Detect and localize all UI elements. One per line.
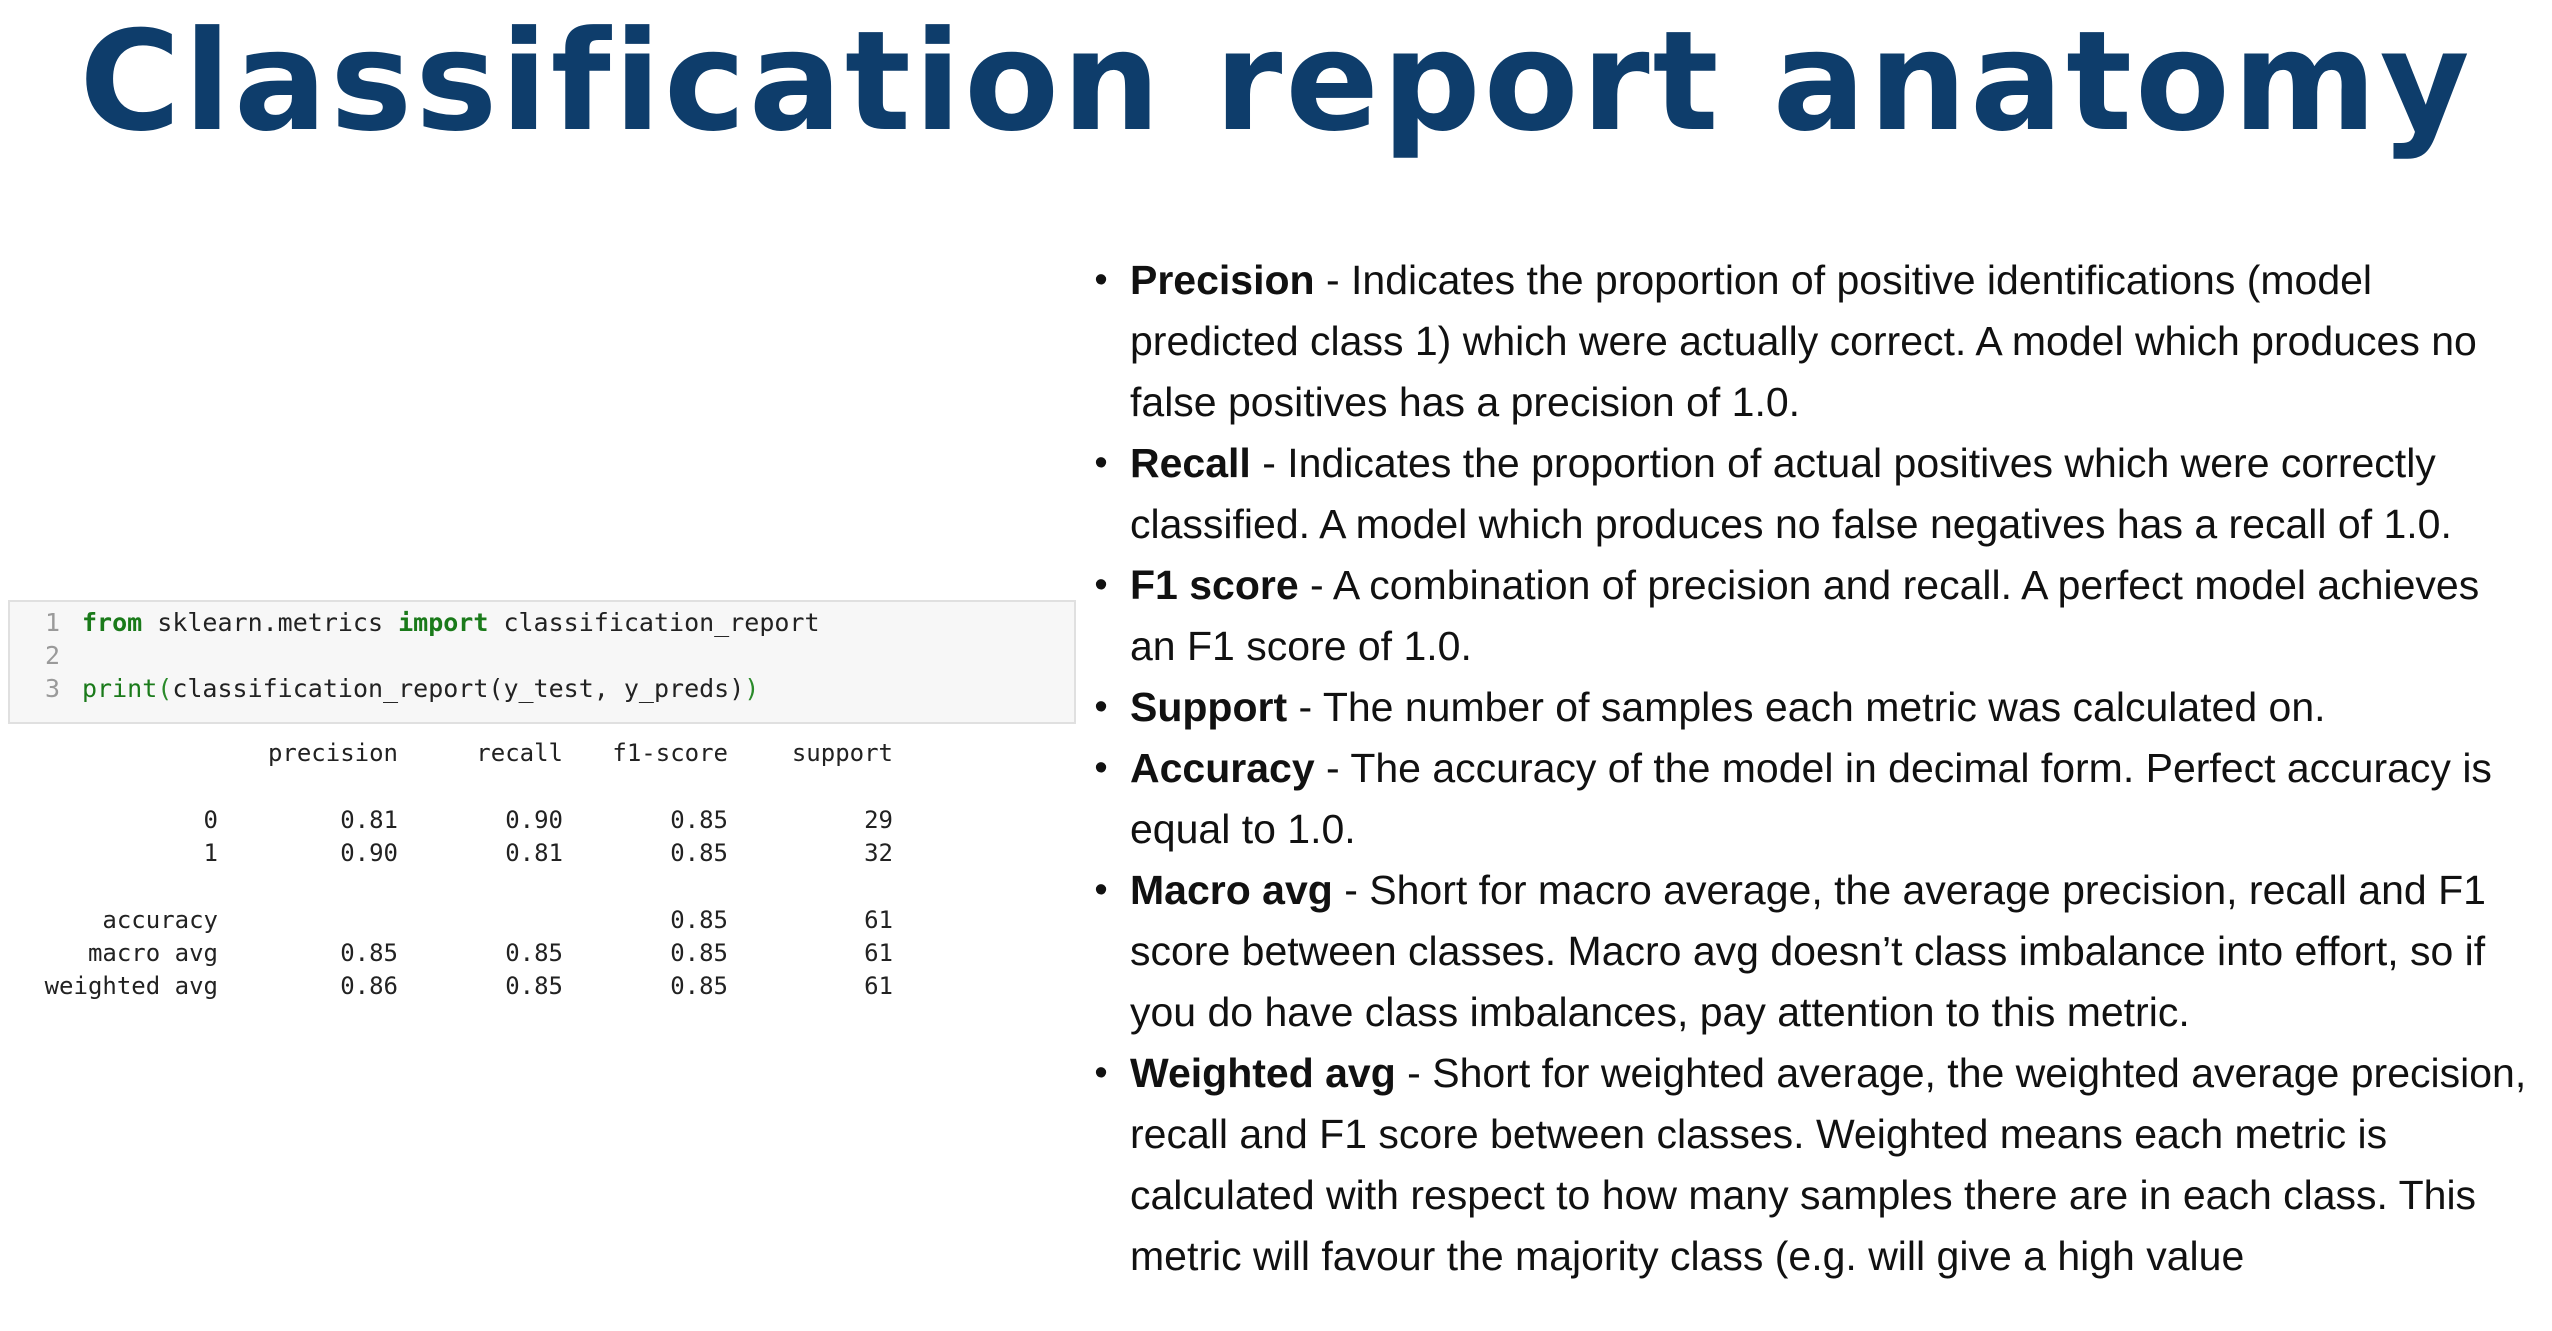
bullet-support: • Support - The number of samples each me… bbox=[1086, 677, 2536, 738]
bullet-dot-icon: • bbox=[1094, 747, 1108, 789]
bullet-precision: • Precision - Indicates the proportion of… bbox=[1086, 250, 2536, 433]
report-cell: support bbox=[791, 739, 893, 767]
report-row-label: 1 bbox=[203, 839, 218, 867]
report-cell: 0.90 bbox=[505, 806, 563, 834]
code-token: ( bbox=[157, 674, 173, 703]
code-token: sklearn.metrics bbox=[142, 608, 399, 637]
code-line: 2 bbox=[10, 639, 82, 673]
code-token: ) bbox=[744, 674, 760, 703]
code-line: 1 from sklearn.metrics import classificat… bbox=[10, 606, 820, 640]
report-row-label: accuracy bbox=[102, 906, 218, 934]
slide-title: Classification report anatomy bbox=[79, 1, 2473, 162]
bullet-dot-icon: • bbox=[1094, 869, 1108, 911]
report-row-label: macro avg bbox=[87, 939, 218, 967]
bullet-term: Recall bbox=[1130, 440, 1251, 486]
report-cell: 0.85 bbox=[670, 972, 728, 1000]
report-cell: 61 bbox=[864, 972, 893, 1000]
report-cell: 0.85 bbox=[670, 906, 728, 934]
bullet-term: F1 score bbox=[1130, 562, 1299, 608]
bullet-dot-icon: • bbox=[1094, 259, 1108, 301]
bullet-recall: • Recall - Indicates the proportion of ac… bbox=[1086, 433, 2536, 555]
line-number: 2 bbox=[44, 641, 60, 670]
bullet-dot-icon: • bbox=[1094, 1052, 1108, 1094]
bullet-description: - A combination of precision and recall.… bbox=[1130, 562, 2480, 669]
report-cell: 0.86 bbox=[340, 972, 398, 1000]
report-cell: f1-score bbox=[612, 739, 728, 767]
report-row: 1 0.90 0.81 0.85 32 bbox=[0, 837, 1070, 870]
report-cell: 0.81 bbox=[505, 839, 563, 867]
report-row: macro avg 0.85 0.85 0.85 61 bbox=[0, 937, 1070, 970]
report-cell: 0.90 bbox=[340, 839, 398, 867]
code-token: classification_report(y_test, y_preds) bbox=[172, 674, 745, 703]
bullet-term: Support bbox=[1130, 684, 1288, 730]
metric-definitions-list: • Precision - Indicates the proportion of… bbox=[1086, 250, 2536, 1287]
code-token: classification_report bbox=[488, 608, 820, 637]
bullet-term: Macro avg bbox=[1130, 867, 1333, 913]
bullet-f1-score: • F1 score - A combination of precision a… bbox=[1086, 555, 2536, 677]
bullet-accuracy: • Accuracy - The accuracy of the model in… bbox=[1086, 738, 2536, 860]
bullet-description: - The number of samples each metric was … bbox=[1287, 684, 2326, 730]
report-cell: 0.85 bbox=[340, 939, 398, 967]
report-row: weighted avg 0.86 0.85 0.85 61 bbox=[0, 970, 1070, 1003]
bullet-description: - Short for macro average, the average p… bbox=[1130, 867, 2486, 1035]
bullet-description: - The accuracy of the model in decimal f… bbox=[1130, 745, 2492, 852]
code-token: from bbox=[82, 608, 143, 637]
report-cell: 0.85 bbox=[670, 839, 728, 867]
report-row-label: 0 bbox=[203, 806, 218, 834]
code-line: 3 print(classification_report(y_test, y_p… bbox=[10, 672, 759, 706]
bullet-description: - Short for weighted average, the weight… bbox=[1130, 1050, 2527, 1279]
report-cell: 0.81 bbox=[340, 806, 398, 834]
bullet-dot-icon: • bbox=[1094, 686, 1108, 728]
bullet-dot-icon: • bbox=[1094, 442, 1108, 484]
line-number: 1 bbox=[44, 608, 60, 637]
report-cell: 0.85 bbox=[505, 939, 563, 967]
bullet-term: Weighted avg bbox=[1130, 1050, 1396, 1096]
report-cell: 32 bbox=[864, 839, 893, 867]
line-number: 3 bbox=[44, 674, 60, 703]
bullet-weighted-avg: • Weighted avg - Short for weighted avera… bbox=[1086, 1043, 2536, 1287]
report-cell: 0.85 bbox=[505, 972, 563, 1000]
bullet-description: - Indicates the proportion of positive i… bbox=[1130, 257, 2477, 425]
bullet-macro-avg: • Macro avg - Short for macro average, th… bbox=[1086, 860, 2536, 1043]
bullet-dot-icon: • bbox=[1094, 564, 1108, 606]
report-cell: 29 bbox=[864, 806, 893, 834]
code-token: import bbox=[398, 608, 489, 637]
report-cell: 0.85 bbox=[670, 939, 728, 967]
report-cell: 0.85 bbox=[670, 806, 728, 834]
code-cell[interactable]: 1 from sklearn.metrics import classificat… bbox=[8, 600, 1076, 724]
report-cell: 61 bbox=[864, 906, 893, 934]
bullet-term: Accuracy bbox=[1130, 745, 1315, 791]
code-token: print bbox=[82, 674, 158, 703]
report-row: 0 0.81 0.90 0.85 29 bbox=[0, 804, 1070, 837]
report-header-row: precision recall f1-score support bbox=[0, 737, 1070, 770]
bullet-term: Precision bbox=[1130, 257, 1315, 303]
report-row-label: weighted avg bbox=[44, 972, 218, 1000]
bullet-description: - Indicates the proportion of actual pos… bbox=[1130, 440, 2452, 547]
report-row: accuracy 0.85 61 bbox=[0, 904, 1070, 937]
report-cell: precision bbox=[267, 739, 398, 767]
report-cell: 61 bbox=[864, 939, 893, 967]
report-cell: recall bbox=[476, 739, 563, 767]
